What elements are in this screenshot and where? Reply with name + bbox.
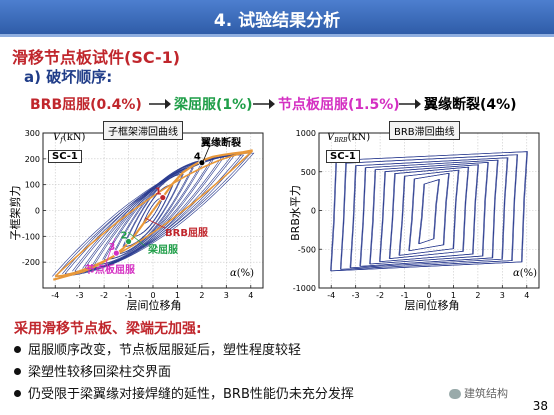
x-tick-label: -4 [327,291,335,300]
x-tick-label: 0 [426,291,431,300]
brb-hysteresis-loop [418,179,440,245]
sequence-step-flange-fracture: 翼缘断裂(4%) [424,97,517,113]
annotation-beam-yield: 梁屈服 [147,243,179,256]
y-axis-symbol: VBRB(kN) [327,132,370,144]
list-item: 屈服顺序改变，节点板屈服延后，塑性程度较轻 [14,340,354,362]
brb-hysteresis-loop [339,154,519,270]
annotation-plate-yield: 节点板屈服 [85,263,136,276]
y-axis-label: BRB水平力 [289,185,302,241]
ultimate-cycle [54,151,254,278]
x-axis-symbol: α(%) [513,268,537,279]
bullet-icon [14,346,21,353]
brb-hysteresis-loop [349,157,509,269]
bullet-icon [14,368,21,375]
conclusion-list: 屈服顺序改变，节点板屈服延后，塑性程度较轻 梁塑性较移回梁柱交界面 仍受限于梁翼… [14,340,354,406]
slide-header: 4. 试验结果分析 [0,0,554,37]
y-tick-label: 1000 [296,129,316,138]
brb-hysteresis-loop [398,169,460,256]
watermark: 建筑结构 [449,385,508,401]
y-tick-label: 500 [301,168,316,177]
y-tick-label: -100 [22,232,40,241]
y-tick-label: 0 [311,207,316,216]
brb-hysteresis-loop [388,166,470,259]
x-tick-label: 2 [199,291,204,300]
x-tick-label: 3 [224,291,229,300]
x-tick-label: 1 [175,291,180,300]
brb-hysteresis-loop [330,151,528,272]
event-point [112,249,120,257]
x-tick-label: 3 [500,291,505,300]
brb-hysteresis-loop [379,164,479,263]
list-item: 梁塑性较移回梁柱交界面 [14,362,354,384]
y-axis-symbol: Vf(kN) [53,132,86,144]
x-tick-label: -3 [76,291,84,300]
sequence-step-brb-yield: BRB屈服(0.4%) [30,97,142,113]
slide-title: 4. 试验结果分析 [213,11,341,31]
x-tick-label: 2 [475,291,480,300]
arrow-right-icon [253,99,275,109]
list-item: 仍受限于梁翼缘对接焊缝的延性，BRB性能仍未充分发挥 [14,384,354,406]
specimen-tag: SC-1 [326,150,360,163]
failure-sequence: BRB屈服(0.4%) 梁屈服(1%) 节点板屈服(1.5%) 翼缘断裂(4%) [30,94,550,116]
annotation-flange-fracture: 翼缘断裂 [200,136,241,149]
y-tick-label: -200 [22,258,40,267]
specimen-title: 滑移节点板试件(SC-1) [12,48,181,67]
x-tick-label: 4 [248,291,253,300]
brb-hysteresis-loop [369,162,489,265]
brb-hysteresis-chart: -4 -3 -2 -1 0 1 2 3 4 -1000 -500 0 500 1000 VBRB(kN) … [289,118,551,314]
brb-hysteresis-loop [369,162,489,265]
sequence-step-plate-yield: 节点板屈服(1.5%) [278,97,400,113]
x-tick-label: -4 [51,291,59,300]
x-axis-label: 层间位移角 [127,298,182,312]
event-point-label: 2 [121,231,128,242]
y-axis-label: 子框架剪力 [8,186,22,241]
y-tick-label: -1000 [293,284,316,293]
y-tick-label: 200 [25,155,40,164]
arrow-right-icon [149,99,171,109]
x-axis-symbol: α(%) [230,268,254,279]
conclusion-heading: 采用滑移节点板、梁端无加强: [14,321,202,337]
event-point [159,194,167,201]
specimen-tag: SC-1 [48,150,82,163]
y-tick-label: 0 [35,207,40,216]
brb-hysteresis-loop [359,159,499,267]
x-tick-label: 4 [524,291,529,300]
chart-box-title: BRB滞回曲线 [389,121,460,140]
x-tick-label: -2 [376,291,384,300]
failure-sequence-heading: a) 破坏顺序: [24,68,113,86]
event-point-label: 1 [155,187,162,198]
x-axis-label: 层间位移角 [405,298,460,312]
x-tick-label: -1 [125,291,133,300]
y-tick-label: 300 [25,129,40,138]
sequence-step-beam-yield: 梁屈服(1%) [174,97,253,113]
chart-box-title: 子框架滞回曲线 [103,121,183,140]
x-tick-label: 0 [150,291,155,300]
event-point [125,238,132,245]
bullet-icon [14,390,21,397]
wechat-icon [449,389,461,399]
event-point-label: 4 [194,152,201,163]
y-tick-label: -500 [298,245,316,254]
page-number: 38 [532,399,548,413]
brb-hysteresis-loop [408,172,450,252]
annotation-brb-yield: BRB屈服 [165,227,209,239]
x-tick-label: -3 [352,291,360,300]
x-tick-label: -1 [401,291,409,300]
y-tick-label: 100 [25,181,40,190]
x-tick-label: -2 [100,291,108,300]
x-tick-label: 1 [451,291,456,300]
arrow-right-icon [399,99,421,109]
